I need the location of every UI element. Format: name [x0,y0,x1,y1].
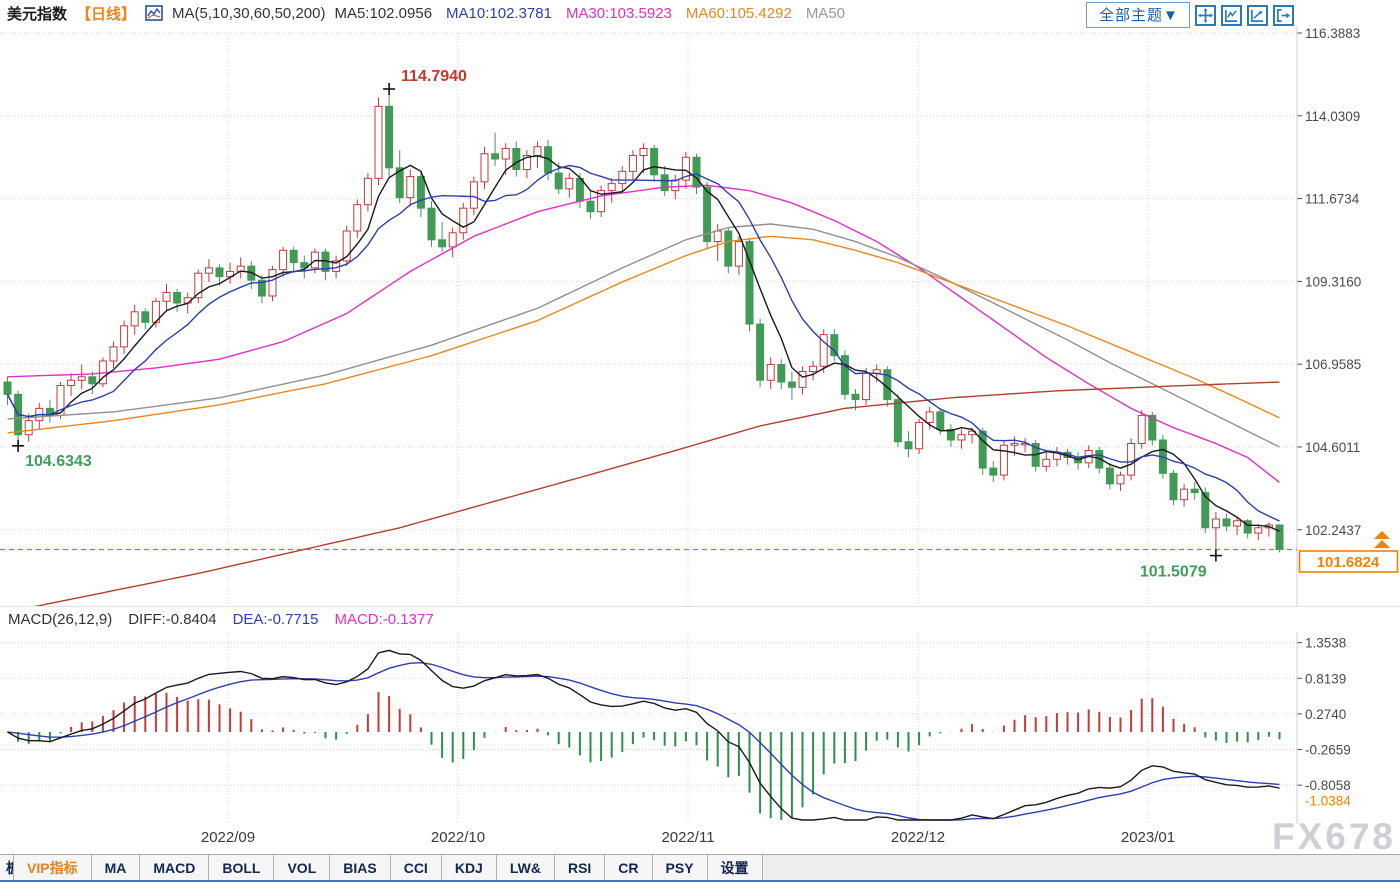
price-up-arrow-icon [1374,531,1390,539]
macd-min-label: -1.0384 [1305,794,1351,809]
tab-RSI[interactable]: RSI [554,855,606,880]
ma-line-MA50 [7,223,1280,448]
ma-line-MA10 [6,164,1280,522]
indicator-tabbar: 板VIP指标MAMACDBOLLVOLBIASCCIKDJLW&RSICRPSY… [0,854,1400,880]
svg-text:102.2437: 102.2437 [1305,523,1361,538]
price-up-arrow-icon [1374,540,1390,548]
ma-line-MA60 [7,235,1280,434]
svg-text:-0.2659: -0.2659 [1305,743,1351,758]
exit-fullscreen-icon[interactable] [1272,4,1294,26]
ma-params-label: MA(5,10,30,60,50,200) [172,4,326,22]
date-axis: 2022/09 2022/10 2022/11 2022/12 2023/01 [0,824,1400,852]
main-price-chart[interactable]: 116.3883 114.0309 111.6734 109.3160 106.9585… [0,26,1400,606]
macd-value-label: MACD(26,12,9) [8,611,113,628]
macd-value-label: DEA:-0.7715 [232,611,319,628]
recent-low-price-label: 101.5079 [1140,564,1207,581]
tab-BOLL[interactable]: BOLL [209,855,275,880]
header-toolbar: 全部主题▼ [1086,2,1294,28]
svg-text:111.6734: 111.6734 [1305,192,1360,207]
tab-MACD[interactable]: MACD [140,855,210,880]
left-low-price-label: 104.6343 [25,453,92,470]
date-label: 2022/11 [661,829,715,846]
ma-value-label: MA30:103.5923 [565,4,672,22]
svg-text:109.3160: 109.3160 [1305,274,1361,289]
window-bottom-edge [0,880,1400,882]
ma-value-label: MA10:102.3781 [446,4,552,22]
diff-line [7,649,1280,821]
macd-value-label: MACD:-0.1377 [334,611,434,628]
date-label: 2022/10 [430,829,486,846]
svg-text:-0.8058: -0.8058 [1305,778,1351,793]
ma-value-label: MA50 [805,4,845,22]
ma-line-MA200 [33,381,1280,606]
macd-indicator-chart[interactable]: 1.3538 0.8139 0.2740 -0.2659 -0.8058-1.0384 [0,632,1400,824]
macd-header: MACD(26,12,9) DIFF:-0.8404 DEA:-0.7715 MACD… [0,606,1400,632]
svg-text:0.8139: 0.8139 [1305,671,1346,686]
last-price-box [1298,550,1399,573]
ma-value-label: MA60:105.4292 [685,4,792,22]
date-label: 2022/09 [200,829,256,846]
period-label: 【日线】 [76,5,137,23]
svg-text:0.2740: 0.2740 [1305,707,1346,722]
tab-KDJ[interactable]: KDJ [441,855,497,880]
svg-text:106.9585: 106.9585 [1305,357,1361,372]
trend-line-icon[interactable] [1246,4,1268,26]
last-price-value: 101.6824 [1317,554,1380,571]
line-chart-icon [145,5,163,21]
svg-text:104.6011: 104.6011 [1305,440,1360,455]
svg-text:114.0309: 114.0309 [1305,109,1360,124]
chart-header: 美元指数 【日线】 MA(5,10,30,60,50,200) MA5:102.… [0,0,859,26]
ma-value-label: MA5:102.0956 [334,4,433,22]
candles-layer [3,88,1284,556]
tab-MA[interactable]: MA [91,855,141,880]
tab-设置[interactable]: 设置 [707,855,763,880]
macd-value-label: DIFF:-0.8404 [128,611,217,628]
svg-text:1.3538: 1.3538 [1305,636,1346,651]
dea-line [7,661,1280,821]
crosshair-icon[interactable] [1194,4,1216,26]
ma-values-group: MA5:102.0956 MA10:102.3781 MA30:103.5923 MA… [334,5,859,22]
tab-VIP指标[interactable]: VIP指标 [14,855,92,880]
high-price-label: 114.7940 [401,68,467,85]
date-label: 2023/01 [1120,829,1176,846]
theme-dropdown[interactable]: 全部主题▼ [1086,2,1190,28]
tab-VOL[interactable]: VOL [274,855,331,880]
tab-CCI[interactable]: CCI [390,855,442,880]
tab-板[interactable]: 板 [0,855,14,880]
ma-line-MA30 [7,184,1280,484]
symbol-title: 美元指数 [7,5,68,23]
watermark: FX678 [1271,816,1396,857]
indicator-window-icon[interactable] [1220,4,1242,26]
ma-line-MA5 [6,155,1280,532]
tab-LW&[interactable]: LW& [496,855,555,880]
tab-BIAS[interactable]: BIAS [330,855,391,880]
tab-CR[interactable]: CR [605,855,653,880]
svg-text:116.3883: 116.3883 [1305,26,1360,41]
tab-PSY[interactable]: PSY [652,855,708,880]
date-label: 2022/12 [890,829,946,846]
